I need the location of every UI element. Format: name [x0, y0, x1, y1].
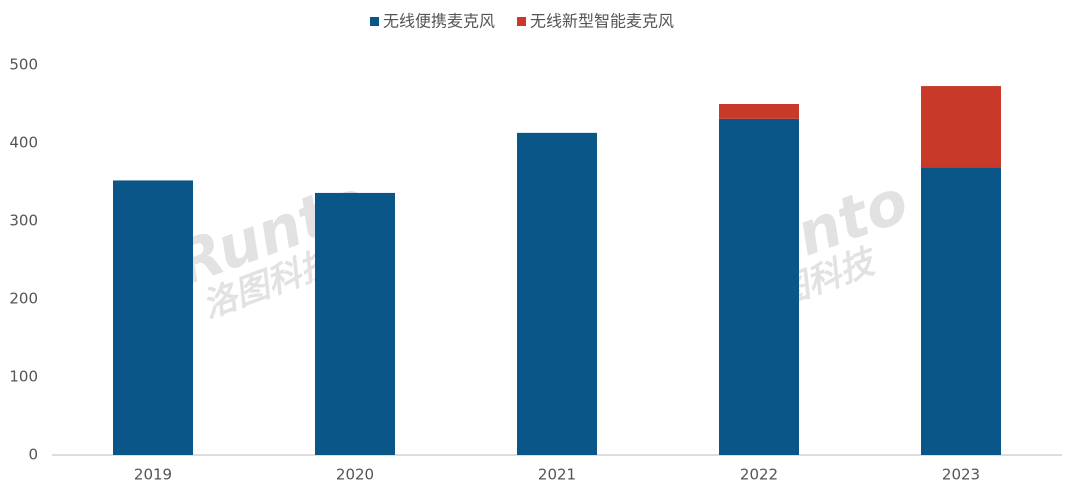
- legend-label: 无线新型智能麦克风: [530, 12, 674, 31]
- x-tick-label: 2019: [134, 466, 172, 484]
- x-tick-label: 2022: [740, 466, 778, 484]
- bar-segment: [517, 132, 597, 456]
- bar-segment: [921, 167, 1001, 455]
- bar-segment: [921, 86, 1001, 168]
- y-tick-label: 200: [9, 290, 38, 308]
- y-tick-label: 0: [28, 446, 38, 464]
- y-tick-label: 100: [9, 368, 38, 386]
- x-tick-label: 2023: [942, 466, 980, 484]
- legend-swatch: [517, 17, 527, 26]
- y-tick-label: 400: [9, 134, 38, 152]
- x-tick-label: 2020: [336, 466, 374, 484]
- y-tick-label: 300: [9, 212, 38, 230]
- y-tick-label: 500: [9, 56, 38, 74]
- legend-label: 无线便携麦克风: [383, 12, 495, 31]
- x-tick-label: 2021: [538, 466, 576, 484]
- bar-segment: [719, 104, 799, 119]
- legend-swatch: [370, 17, 379, 26]
- bar-segment: [113, 180, 193, 455]
- bar-segment: [315, 192, 395, 456]
- bar-segment: [719, 118, 799, 455]
